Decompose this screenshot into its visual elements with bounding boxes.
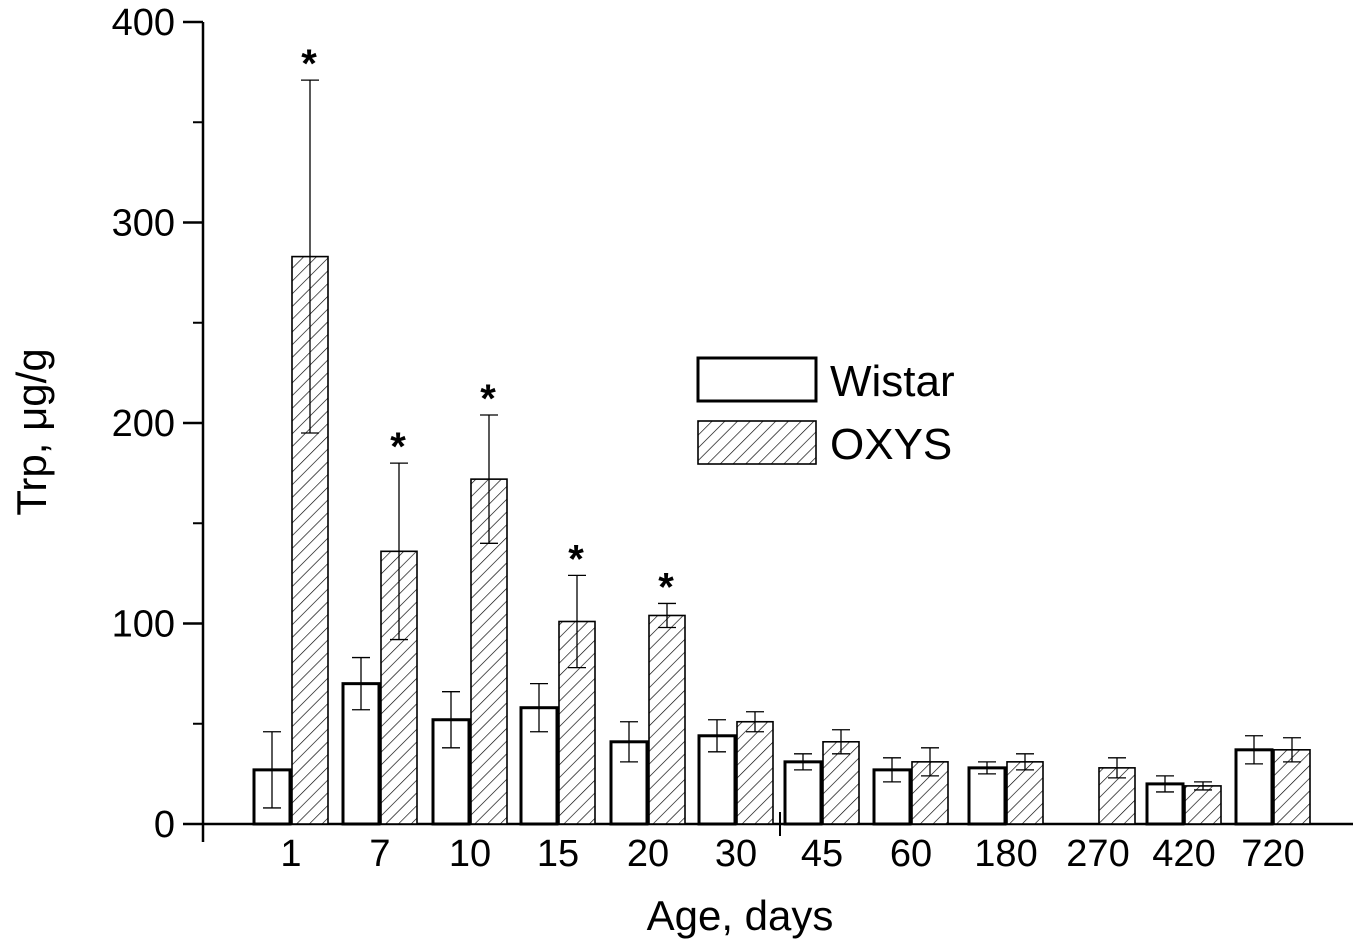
y-tick-label: 100 xyxy=(112,604,175,646)
legend-swatch-oxys xyxy=(697,420,817,465)
significance-star: * xyxy=(658,565,674,609)
oxys-bar xyxy=(1184,785,1222,825)
y-tick-label: 0 xyxy=(154,804,175,846)
y-axis-title: Trp, μg/g xyxy=(8,348,55,515)
x-tick-label: 180 xyxy=(974,833,1037,875)
significance-star: * xyxy=(568,537,584,581)
x-axis-title: Age, days xyxy=(647,892,834,939)
legend: Wistar OXYS xyxy=(696,356,955,469)
x-tick-label: 720 xyxy=(1241,833,1304,875)
oxys-bar xyxy=(1006,761,1044,825)
oxys-bar xyxy=(736,720,774,825)
x-tick-label: 20 xyxy=(627,833,669,875)
x-tick-label: 15 xyxy=(537,833,579,875)
wistar-bar xyxy=(1145,782,1185,826)
significance-star: * xyxy=(301,42,317,86)
x-tick-label: 60 xyxy=(890,833,932,875)
bars: * * * * * xyxy=(252,42,1311,826)
x-tick-label: 1 xyxy=(280,833,301,875)
x-tick-label: 270 xyxy=(1066,833,1129,875)
wistar-bar xyxy=(967,766,1007,826)
significance-star: * xyxy=(390,425,406,469)
legend-swatch-wistar xyxy=(696,356,818,403)
oxys-bar xyxy=(648,614,686,825)
wistar-bar xyxy=(783,760,823,826)
x-tick-label: 45 xyxy=(801,833,843,875)
legend-label-oxys: OXYS xyxy=(830,420,952,469)
axes: 0 100 200 300 400 1 7 10 15 20 30 45 60 180 270 420 720 xyxy=(112,2,1353,875)
x-tick-label: 7 xyxy=(369,833,390,875)
legend-label-wistar: Wistar xyxy=(830,357,955,406)
x-tick-label: 420 xyxy=(1152,833,1215,875)
y-tick-label: 200 xyxy=(112,403,175,445)
significance-star: * xyxy=(480,377,496,421)
y-tick-label: 300 xyxy=(112,203,175,245)
x-tick-label: 30 xyxy=(715,833,757,875)
y-tick-label: 400 xyxy=(112,2,175,44)
x-tick-label: 10 xyxy=(449,833,491,875)
